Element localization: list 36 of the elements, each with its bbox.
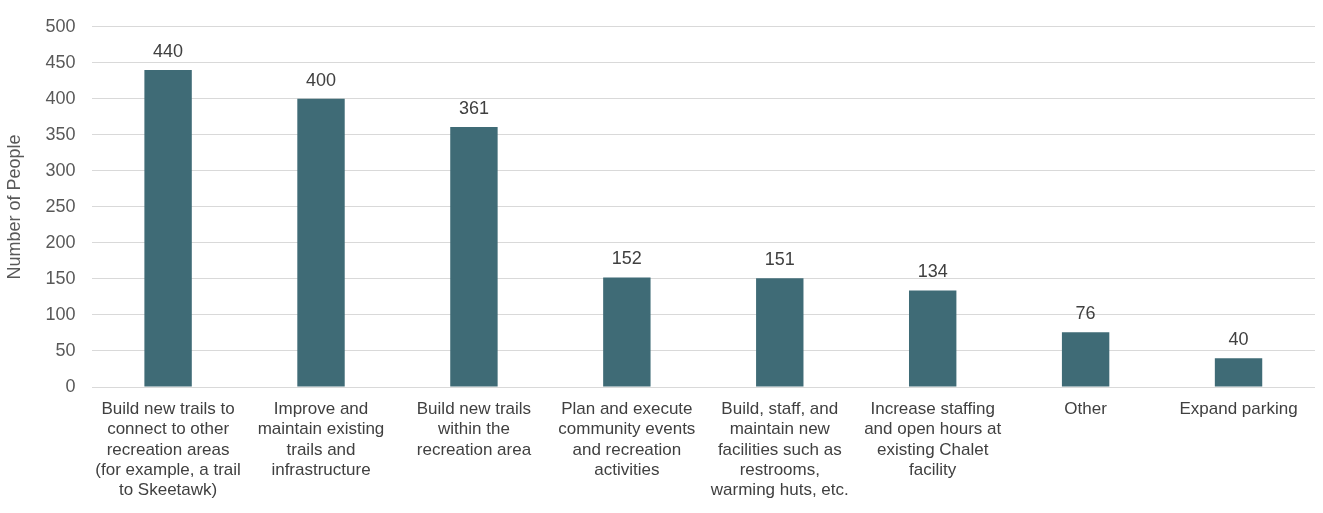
data-label: 400 — [305, 69, 337, 90]
y-tick-label: 500 — [45, 15, 76, 36]
data-label: 361 — [458, 97, 489, 118]
x-tick-label: Build new trails to connect to other recreation areas (for example, a trail to Skeetawk) — [95, 398, 241, 500]
x-tick-label: Expand parking — [1179, 398, 1298, 418]
bar — [756, 278, 804, 387]
bar — [1061, 332, 1110, 387]
data-label: 40 — [1228, 329, 1249, 350]
y-tick-label: 450 — [45, 51, 76, 72]
data-label: 152 — [611, 248, 642, 269]
x-tick-label: Improve and maintain existing trails and infrastructure — [257, 398, 385, 480]
data-label: 76 — [1075, 303, 1096, 324]
x-tick-label: Plan and execute community events and recreation activities — [558, 398, 696, 480]
data-label: 151 — [764, 249, 795, 270]
y-axis-title: Number of People — [3, 134, 24, 280]
data-label: 134 — [917, 261, 948, 282]
bar — [144, 70, 192, 387]
bar — [909, 290, 957, 387]
bar — [297, 98, 345, 387]
y-tick-label: 400 — [45, 87, 76, 108]
y-tick-label: 300 — [45, 159, 76, 180]
bar — [450, 126, 498, 387]
y-tick-label: 100 — [45, 303, 76, 324]
x-tick-label: Increase staffing and open hours at existing Chalet facility — [864, 398, 1002, 480]
x-tick-label: Build, staff, and maintain new facilities such as restrooms, warming huts, etc. — [709, 398, 849, 500]
x-tick-label: Other — [1064, 398, 1108, 418]
y-tick-label: 50 — [55, 339, 76, 360]
y-tick-label: 0 — [65, 375, 76, 396]
y-tick-label: 200 — [45, 231, 76, 252]
x-tick-label: Build new trails within the recreation area — [416, 398, 532, 459]
bar — [1214, 358, 1263, 387]
data-label: 440 — [153, 40, 184, 61]
y-tick-label: 150 — [45, 267, 76, 288]
y-tick-label: 350 — [45, 123, 76, 144]
bar — [603, 277, 651, 387]
y-tick-label: 250 — [45, 195, 76, 216]
